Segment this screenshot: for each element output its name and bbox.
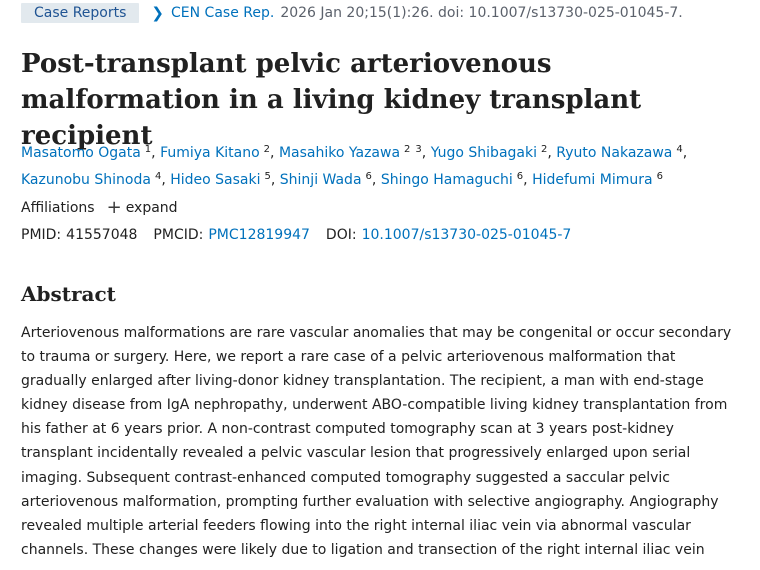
author: Hideo Sasaki 5,: [170, 171, 280, 188]
author: Shingo Hamaguchi 6,: [380, 171, 533, 188]
affiliation-number[interactable]: 2: [263, 144, 271, 155]
affiliation-number[interactable]: 5: [264, 171, 271, 182]
author: Fumiya Kitano 2,: [160, 144, 279, 161]
affiliation-number[interactable]: 4: [154, 171, 162, 182]
affiliation-number[interactable]: 4: [676, 144, 683, 155]
plus-icon: +: [106, 197, 122, 218]
abstract-text: Arteriovenous malformations are rare vas…: [21, 325, 732, 558]
author-link[interactable]: Masatomo Ogata: [21, 145, 141, 161]
author: Ryuto Nakazawa 4,: [556, 144, 688, 161]
affiliations-toggle[interactable]: Affiliations + expand: [21, 197, 178, 218]
chevron-right-icon: ❯: [151, 4, 164, 22]
affiliation-number[interactable]: 6: [656, 171, 663, 182]
pmid-value: 41557048: [66, 227, 138, 243]
author-link[interactable]: Shinji Wada: [279, 172, 362, 188]
author: Masatomo Ogata 1,: [21, 144, 161, 161]
expand-label: expand: [125, 200, 178, 216]
author: Shinji Wada 6,: [279, 171, 381, 188]
article-title: Post-transplant pelvic arteriovenous mal…: [21, 49, 642, 151]
author-link[interactable]: Kazunobu Shinoda: [21, 172, 151, 188]
affiliation-number[interactable]: 6: [365, 171, 372, 182]
author: Masahiko Yazawa 2 3,: [278, 144, 431, 161]
affiliation-number[interactable]: 2: [404, 144, 411, 155]
pmcid-link[interactable]: PMC12819947: [208, 227, 310, 243]
author-link[interactable]: Hideo Sasaki: [170, 172, 261, 188]
affiliation-number[interactable]: 2: [541, 144, 548, 155]
affiliation-number[interactable]: 6: [516, 171, 524, 182]
journal-link[interactable]: CEN Case Rep.: [171, 5, 275, 21]
citation-bar: Case Reports ❯ CEN Case Rep. 2026 Jan 20…: [21, 0, 683, 26]
author-link[interactable]: Hidefumi Mimura: [532, 172, 653, 188]
author: Yugo Shibagaki 2,: [430, 144, 557, 161]
author-link[interactable]: Shingo Hamaguchi: [380, 172, 513, 188]
author-link[interactable]: Yugo Shibagaki: [430, 145, 537, 161]
affiliations-label: Affiliations: [21, 200, 95, 216]
doi-link[interactable]: 10.1007/s13730-025-01045-7: [361, 227, 572, 243]
author: Hidefumi Mimura 6: [532, 171, 663, 188]
abstract-heading: Abstract: [21, 282, 116, 306]
pmid-label: PMID:: [21, 227, 62, 243]
citation-text: 2026 Jan 20;15(1):26. doi: 10.1007/s1373…: [280, 5, 683, 21]
publication-type-tag[interactable]: Case Reports: [21, 3, 140, 23]
author: Kazunobu Shinoda 4,: [21, 171, 171, 188]
affiliation-number[interactable]: 1: [144, 144, 152, 155]
author-link[interactable]: Ryuto Nakazawa: [556, 145, 673, 161]
doi-label: DOI:: [325, 227, 357, 243]
article-identifiers: PMID: 41557048 PMCID: PMC12819947 DOI: 10.100…: [21, 227, 571, 243]
author-link[interactable]: Fumiya Kitano: [160, 145, 260, 161]
pmcid-label: PMCID:: [153, 227, 204, 243]
affiliation-number[interactable]: 3: [415, 144, 422, 155]
author-list: Masatomo Ogata 1, Fumiya Kitano 2, Masahik…: [21, 138, 746, 192]
author-link[interactable]: Masahiko Yazawa: [278, 145, 401, 161]
